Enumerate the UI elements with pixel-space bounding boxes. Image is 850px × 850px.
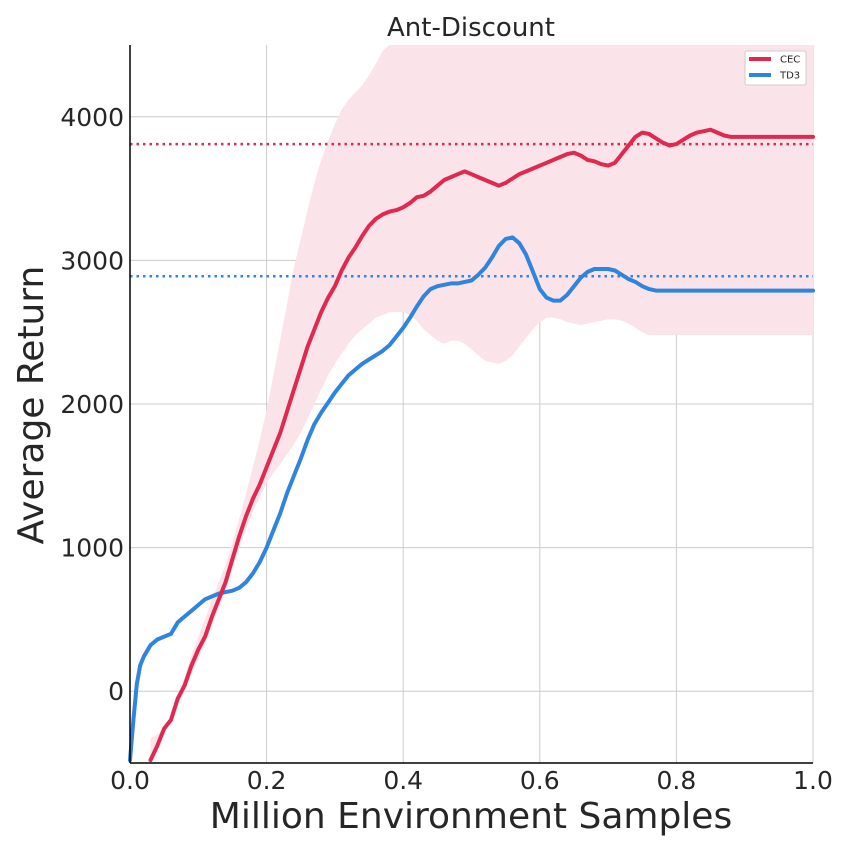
y-tick-labels: 0 1000 2000 3000 4000 (60, 103, 124, 706)
x-tick-label: 0.0 (110, 766, 150, 795)
x-tick-label: 1.0 (793, 766, 833, 795)
confidence-band-cec (150, 45, 813, 761)
legend: CEC TD3 (744, 50, 807, 86)
x-tick-label: 0.8 (657, 766, 697, 795)
y-tick-label: 0 (108, 677, 124, 706)
x-tick-label: 0.2 (247, 766, 287, 795)
y-tick-label: 2000 (60, 390, 124, 419)
legend-label-td3: TD3 (779, 71, 800, 82)
confidence-bands (150, 45, 813, 761)
series-line-td3 (128, 235, 815, 763)
y-tick-label: 3000 (60, 246, 124, 275)
legend-label-cec: CEC (780, 55, 800, 66)
axes (129, 45, 813, 764)
y-tick-label: 4000 (60, 103, 124, 132)
chart-title: Ant-Discount (387, 13, 555, 43)
series-lines (128, 127, 815, 763)
x-tick-labels: 0.0 0.2 0.4 0.6 0.8 1.0 (110, 766, 833, 795)
x-tick-label: 0.4 (383, 766, 423, 795)
y-axis-label: Average Return (11, 266, 52, 545)
y-tick-label: 1000 (60, 534, 124, 563)
x-tick-label: 0.6 (520, 766, 560, 795)
x-axis-label: Million Environment Samples (210, 796, 732, 837)
series-line-cec (148, 127, 815, 763)
